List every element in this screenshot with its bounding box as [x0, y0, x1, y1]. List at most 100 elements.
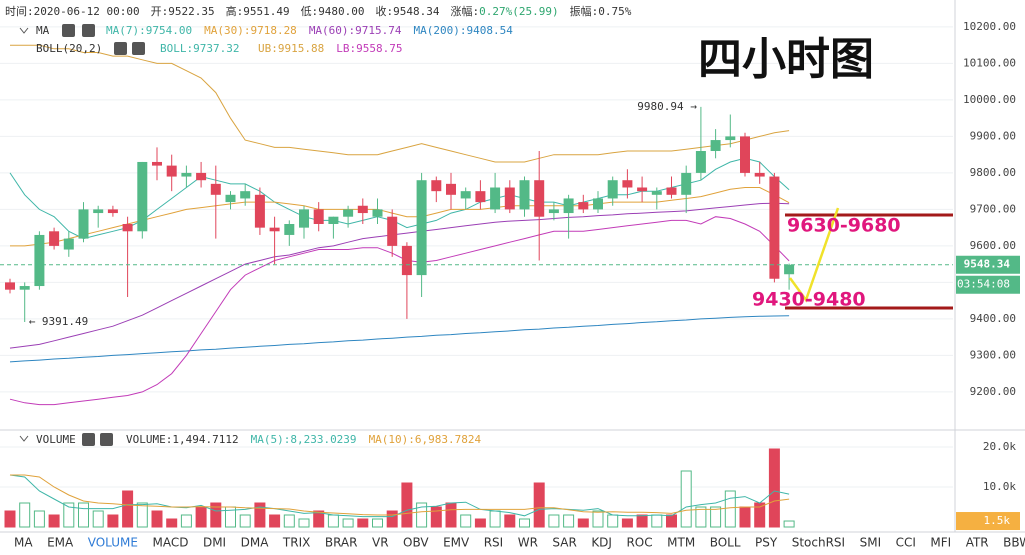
legend-label: BOLL(20,2) [36, 42, 102, 55]
volume-bar [269, 514, 281, 528]
zone-label: 9630-9680 [787, 215, 901, 237]
volume-bar [504, 514, 516, 528]
y-tick-label: 9400.00 [970, 312, 1016, 325]
candle-body [401, 245, 412, 276]
close-icon[interactable] [132, 42, 145, 55]
candle-body [446, 183, 456, 195]
indicator-tab[interactable]: SAR [552, 536, 576, 550]
indicator-tab[interactable]: EMV [443, 536, 470, 550]
indicator-tab[interactable]: VR [372, 536, 389, 550]
volume-bar [783, 520, 795, 528]
indicator-tab[interactable]: BOLL [710, 536, 741, 550]
indicator-tab[interactable]: StochRSI [792, 536, 845, 550]
last-price-badge [956, 255, 1020, 274]
indicator-line [9, 202, 790, 349]
volume-bar [519, 518, 530, 528]
info-label: 低: [301, 5, 319, 18]
indicator-tab[interactable]: DMI [203, 536, 226, 550]
boll-legend: BOLL(20,2) BOLL:9737.32 [36, 42, 239, 55]
settings-icon[interactable] [62, 24, 75, 37]
candle-body [240, 191, 251, 199]
indicator-tab[interactable]: PSY [755, 536, 778, 550]
indicator-line [10, 44, 790, 163]
indicator-tab[interactable]: ROC [626, 536, 652, 550]
indicator-tab[interactable]: EMA [47, 536, 74, 550]
volume-bar [416, 502, 428, 528]
indicator-tab[interactable]: BBW [1003, 536, 1025, 550]
volume-bar [739, 506, 751, 528]
close-icon[interactable] [100, 433, 113, 446]
last-price-label: 9548.34 [964, 258, 1011, 271]
volume-bar [313, 510, 325, 528]
collapse-icon[interactable] [19, 27, 29, 34]
indicator-tab[interactable]: WR [518, 536, 538, 550]
candle-body [357, 205, 368, 214]
max-label: 9980.94 → [637, 100, 697, 113]
info-value: 9480.00 [318, 5, 364, 18]
volume-bar [636, 514, 648, 528]
volume-bar [210, 502, 222, 528]
close-icon[interactable] [82, 24, 95, 37]
y-tick-label: 9800.00 [970, 166, 1016, 179]
volume-bar [357, 518, 369, 528]
candle-body [122, 224, 133, 232]
indicator-tab[interactable]: KDJ [591, 536, 612, 550]
volume-bar [166, 518, 178, 528]
indicator-tab[interactable]: MTM [667, 536, 695, 550]
volume-bar [151, 510, 163, 528]
legend-text: BOLL:9737.32 [160, 42, 239, 55]
volume-bar [548, 514, 560, 528]
volume-bar [621, 518, 633, 528]
y-tick-label: 9700.00 [970, 202, 1016, 215]
y-tick-label: 9900.00 [970, 129, 1016, 142]
info-label: 涨幅: [451, 5, 480, 18]
indicator-tab[interactable]: SMI [860, 536, 882, 550]
volume-bar [666, 514, 677, 528]
volume-bar [48, 514, 60, 528]
indicator-tab[interactable]: DMA [241, 536, 270, 550]
volume-bar [386, 510, 398, 528]
indicator-tab[interactable]: MA [14, 536, 33, 550]
indicator-tab[interactable]: VOLUME [88, 536, 138, 550]
volume-bar [474, 518, 486, 528]
indicator-tab[interactable]: BRAR [325, 536, 358, 550]
legend-text: LB:9558.75 [336, 42, 402, 55]
candle-body [49, 231, 60, 246]
settings-icon[interactable] [82, 433, 95, 446]
settings-icon[interactable] [114, 42, 127, 55]
indicator-tab[interactable]: ATR [966, 536, 989, 550]
indicator-tab[interactable]: MFI [930, 536, 951, 550]
projection-path [788, 207, 840, 303]
candle-body [5, 282, 15, 290]
volume-bar [19, 502, 31, 528]
volume-bar [724, 490, 736, 528]
indicator-tab[interactable]: TRIX [282, 536, 310, 550]
volume-bar [592, 510, 604, 528]
candle-body [769, 176, 780, 279]
legend-text: MA(200):9408.54 [414, 24, 514, 37]
candle-body [563, 198, 574, 214]
zone-label: 9430-9480 [752, 289, 866, 311]
volume-bar [607, 514, 619, 528]
indicator-tab[interactable]: OBV [403, 536, 429, 550]
y-tick-label: 10200.00 [963, 20, 1016, 33]
candle-body [666, 187, 677, 195]
indicator-tab[interactable]: MACD [152, 536, 188, 550]
candle-body [19, 286, 30, 290]
candle-body [34, 234, 45, 287]
chart-title: 四小时图 [698, 34, 874, 85]
y-tick-label: 20.0k [983, 440, 1016, 453]
collapse-icon[interactable] [19, 435, 29, 442]
indicator-tab[interactable]: RSI [484, 536, 504, 550]
candle-body [210, 183, 221, 195]
indicator-tab[interactable]: CCI [896, 536, 916, 550]
volume-bar [563, 514, 575, 528]
candle-body [578, 202, 589, 210]
volume-bar [254, 502, 266, 528]
info-label: 开: [151, 5, 169, 18]
candle-body [93, 209, 104, 214]
volume-bar [577, 518, 589, 528]
candle-body [548, 209, 559, 214]
y-tick-label: 10.0k [983, 480, 1016, 493]
candle-body [328, 216, 339, 224]
